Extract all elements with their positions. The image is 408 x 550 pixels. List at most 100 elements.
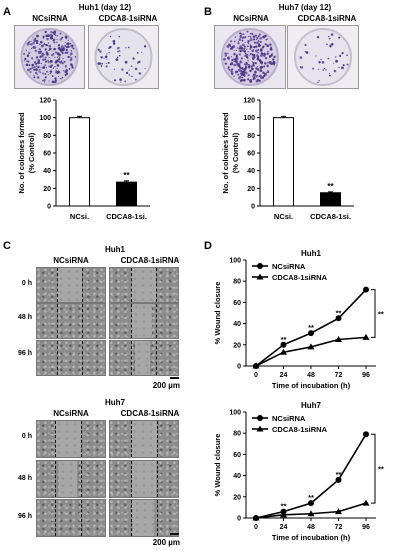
colony-dot (239, 49, 242, 53)
colony-dot (44, 58, 46, 61)
colony-dot (250, 65, 252, 67)
colony-dot (33, 65, 36, 69)
colony-dot (42, 58, 45, 61)
colony-dot (265, 38, 268, 41)
colony-dot (272, 60, 275, 64)
panel-c-huh1-row-label-96h: 96 h (17, 350, 32, 357)
colony-dot (239, 60, 242, 63)
colony-dot (53, 47, 56, 51)
x-tick-label: 96 (362, 524, 370, 531)
colony-dot (52, 39, 55, 42)
colony-dot (70, 52, 73, 56)
x-tick-label: 0 (254, 372, 258, 379)
colony-dot (125, 47, 127, 49)
colony-dot (335, 56, 337, 58)
significance-bracket (371, 433, 376, 504)
colony-dot (233, 75, 235, 77)
colony-dot (328, 72, 331, 75)
data-point-circle (280, 341, 287, 348)
colony-dot (48, 44, 52, 48)
colony-dot (46, 70, 48, 73)
colony-dot (46, 37, 49, 41)
colony-dot (252, 61, 255, 65)
panel-c-huh7-col-label-2: CDCA8-1siRNA (120, 409, 180, 418)
data-point-triangle (280, 348, 287, 355)
bar (320, 192, 341, 207)
legend-marker-circle (257, 415, 263, 421)
colony-dot (312, 67, 315, 70)
colony-dot (67, 55, 70, 59)
colony-dot (54, 34, 57, 36)
panel-c-huh1-row-label-48h: 48 h (17, 314, 32, 321)
colony-dot (35, 65, 38, 67)
colony-dot (124, 80, 127, 83)
data-point-circle (335, 315, 342, 322)
colony-dot (33, 39, 36, 43)
colony-dot (50, 31, 53, 34)
y-tick-label: 80 (43, 133, 51, 140)
colony-dot (44, 56, 47, 59)
y-tick-label: 120 (243, 98, 255, 105)
colony-dot (58, 59, 60, 61)
colony-dot (243, 50, 247, 53)
colony-dot (105, 62, 107, 65)
panel-c-huh7-row-label-0h: 0 h (21, 433, 32, 440)
colony-dot (52, 67, 55, 69)
colony-dot (252, 35, 256, 38)
colony-dot (29, 51, 31, 53)
colony-dot (42, 55, 44, 58)
colony-dot (63, 60, 66, 63)
colony-dot (243, 74, 246, 77)
colony-dot (252, 49, 254, 51)
colony-dot (58, 53, 61, 56)
colony-dot (258, 59, 262, 62)
colony-dot (238, 47, 241, 50)
colony-dot (259, 76, 262, 79)
colony-dot (270, 53, 273, 57)
colony-dot (47, 60, 50, 64)
colony-dot (56, 34, 59, 37)
colony-dot (320, 58, 322, 60)
colony-dot (132, 57, 135, 60)
x-axis-label: Time of incubation (h) (272, 381, 351, 390)
colony-dot (261, 76, 265, 79)
colony-dot (37, 65, 40, 69)
data-point-triangle (335, 336, 342, 342)
colony-dot (51, 80, 55, 84)
colony-dot (113, 68, 115, 70)
colony-dot (229, 63, 233, 66)
colony-dot (44, 64, 46, 66)
colony-dot (254, 62, 257, 65)
panel-c-huh1-title: Huh1 (105, 245, 125, 254)
colony-dot (231, 58, 234, 62)
colony-dot (260, 54, 263, 57)
colony-dot (263, 65, 266, 68)
colony-dot (69, 68, 71, 70)
colony-dot (226, 45, 230, 48)
wound-image-huh7-cdca8-48h (109, 460, 179, 498)
colony-dot (26, 60, 28, 62)
colony-dot (263, 53, 266, 56)
colony-dot (71, 46, 74, 49)
colony-dot (327, 57, 330, 60)
colony-dot (31, 57, 34, 60)
colony-dot (61, 76, 64, 79)
wound-image-huh7-nc-48h (36, 460, 106, 498)
y-tick-label: 60 (43, 151, 51, 158)
colony-dot (99, 50, 102, 53)
colony-dot (252, 75, 254, 77)
colony-dot (246, 48, 248, 50)
colony-dot (252, 55, 254, 57)
colony-dot (338, 66, 340, 69)
y-tick-label: 80 (247, 133, 255, 140)
colony-dot (243, 55, 245, 57)
wound-image-huh1-cdca8-48h (109, 303, 179, 339)
legend-marker-circle (257, 263, 263, 269)
colony-dot (239, 79, 243, 82)
x-tick-label: NCsi. (70, 212, 89, 221)
colony-dot (59, 56, 61, 58)
data-point-triangle (307, 343, 315, 350)
colony-dot (105, 65, 108, 68)
y-tick-label: 20 (247, 186, 255, 193)
colony-dot (241, 61, 243, 64)
